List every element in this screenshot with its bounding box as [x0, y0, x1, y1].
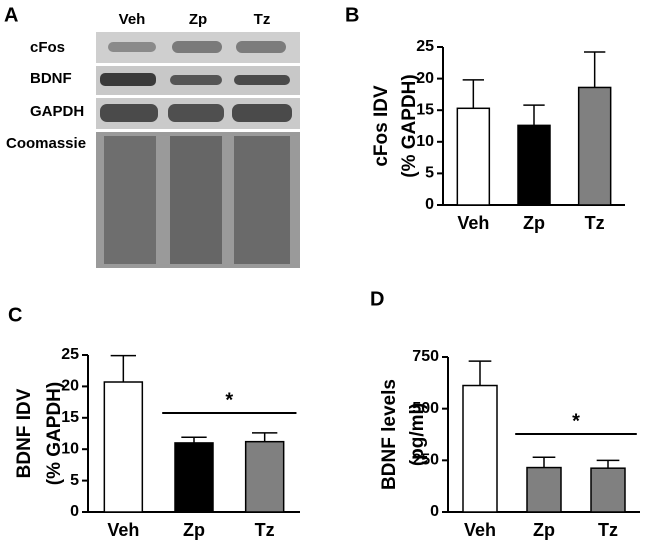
- y-tick-label: 0: [425, 196, 434, 213]
- y-tick-label: 5: [70, 472, 79, 489]
- bar: [462, 384, 498, 513]
- panel-label: B: [345, 4, 359, 26]
- y-tick-label: 15: [416, 101, 434, 118]
- bar: [526, 466, 562, 513]
- lane-label: Zp: [189, 11, 207, 28]
- lane-label: Tz: [254, 11, 271, 28]
- row-label: BDNF: [30, 70, 72, 87]
- y-tick-label: 5: [425, 165, 434, 182]
- y-tick-label: 15: [61, 409, 79, 426]
- row-label: GAPDH: [30, 103, 84, 120]
- row-label: cFos: [30, 39, 65, 56]
- panel-label: A: [4, 4, 18, 26]
- bar: [456, 107, 491, 206]
- row-label: Coomassie: [6, 135, 86, 152]
- y-tick-label: 0: [430, 503, 439, 520]
- significance-marker: *: [572, 410, 580, 432]
- y-axis-label: BDNF IDV: [14, 388, 35, 478]
- y-tick-label: 750: [412, 348, 439, 365]
- y-tick-label: 25: [416, 38, 434, 55]
- significance-marker: *: [225, 389, 233, 411]
- y-axis-label: BDNF levels: [379, 379, 400, 490]
- y-tick-label: 20: [61, 378, 79, 395]
- panel-label: C: [8, 304, 22, 326]
- x-tick-label: Tz: [585, 213, 605, 233]
- x-tick-label: Veh: [457, 213, 489, 233]
- bar: [103, 381, 144, 513]
- x-tick-label: Veh: [107, 520, 139, 540]
- x-tick-label: Veh: [464, 520, 496, 540]
- x-tick-label: Zp: [533, 520, 555, 540]
- x-tick-label: Zp: [183, 520, 205, 540]
- y-axis-label: (% GAPDH): [399, 74, 420, 177]
- x-tick-label: Tz: [255, 520, 275, 540]
- y-axis-label: cFos IDV: [371, 85, 392, 167]
- bar: [590, 467, 626, 513]
- y-tick-label: 10: [61, 440, 79, 457]
- y-tick-label: 500: [412, 400, 439, 417]
- bar: [517, 124, 551, 206]
- y-tick-label: 250: [412, 452, 439, 469]
- bar: [174, 442, 214, 513]
- panel-label: D: [370, 288, 384, 310]
- x-tick-label: Tz: [598, 520, 618, 540]
- bar: [244, 440, 285, 513]
- x-tick-label: Zp: [523, 213, 545, 233]
- y-axis-label: (% GAPDH): [44, 382, 65, 485]
- y-tick-label: 25: [61, 346, 79, 363]
- lane-label: Veh: [119, 11, 146, 28]
- y-axis-label: (pg/ml): [407, 403, 428, 466]
- blot-image: [96, 32, 300, 268]
- bar: [577, 86, 612, 206]
- y-tick-label: 10: [416, 133, 434, 150]
- y-tick-label: 20: [416, 70, 434, 87]
- y-tick-label: 0: [70, 503, 79, 520]
